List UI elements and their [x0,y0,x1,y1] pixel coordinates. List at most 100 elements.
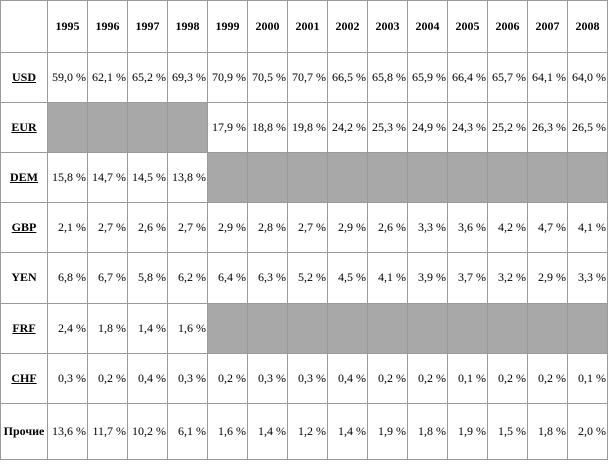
share-value: 6,2 % [167,252,208,304]
share-value: 1,2 % [287,402,328,461]
year-header: 2008 [567,0,608,53]
share-value: 62,1 % [87,51,128,104]
empty-cell [407,152,448,204]
share-value: 14,5 % [127,152,168,204]
share-value: 2,9 % [207,202,248,254]
share-value: 0,4 % [127,352,168,404]
year-header: 1999 [207,0,248,53]
empty-cell [247,152,288,204]
share-value: 0,2 % [207,352,248,404]
empty-cell [207,152,248,204]
share-value: 2,6 % [127,202,168,254]
share-value: 1,8 % [527,402,568,461]
share-value: 1,6 % [167,302,208,354]
share-value: 3,3 % [407,202,448,254]
empty-cell [567,302,608,354]
share-value: 10,2 % [127,402,168,461]
share-value: 0,3 % [167,352,208,404]
share-value: 14,7 % [87,152,128,204]
share-value: 6,8 % [47,252,88,304]
empty-cell [527,302,568,354]
share-value: 19,8 % [287,102,328,154]
share-value: 2,8 % [247,202,288,254]
share-value: 0,3 % [247,352,288,404]
year-header: 1995 [47,0,88,53]
currency-label-text: USD [11,70,36,85]
share-value: 2,0 % [567,402,608,461]
year-header: 2001 [287,0,328,53]
currency-label-text: DEM [10,170,38,185]
empty-cell [567,152,608,204]
share-value: 0,2 % [367,352,408,404]
empty-cell [247,302,288,354]
currency-label[interactable]: FRF [0,302,48,354]
share-value: 3,2 % [487,252,528,304]
currency-label: YEN [0,252,48,304]
year-header: 1997 [127,0,168,53]
share-value: 6,1 % [167,402,208,461]
share-value: 4,7 % [527,202,568,254]
share-value: 1,8 % [407,402,448,461]
share-value: 1,4 % [247,402,288,461]
currency-label: Прочие [0,402,48,461]
share-value: 2,7 % [167,202,208,254]
year-header: 2005 [447,0,488,53]
share-value: 13,6 % [47,402,88,461]
empty-cell [327,152,368,204]
share-value: 2,6 % [367,202,408,254]
corner-cell [0,0,48,53]
empty-cell [87,102,128,154]
empty-cell [487,152,528,204]
year-header: 2006 [487,0,528,53]
currency-label-text: Прочие [3,423,45,438]
empty-cell [367,152,408,204]
share-value: 1,4 % [127,302,168,354]
table-row: Прочие 13,6 % 11,7 % 10,2 % 6,1 % 1,6 % 1,4 % 1… [0,402,608,461]
share-value: 65,7 % [487,51,528,104]
year-header: 1998 [167,0,208,53]
share-value: 0,3 % [287,352,328,404]
share-value: 69,3 % [167,51,208,104]
share-value: 13,8 % [167,152,208,204]
empty-cell [207,302,248,354]
share-value: 3,9 % [407,252,448,304]
table-row: DEM 15,8 % 14,7 % 14,5 % 13,8 % [0,152,608,204]
share-value: 65,8 % [367,51,408,104]
share-value: 2,9 % [327,202,368,254]
share-value: 26,5 % [567,102,608,154]
share-value: 5,8 % [127,252,168,304]
year-header: 2004 [407,0,448,53]
empty-cell [327,302,368,354]
currency-label[interactable]: GBP [0,202,48,254]
currency-label[interactable]: USD [0,51,48,104]
share-value: 5,2 % [287,252,328,304]
currency-label[interactable]: EUR [0,102,48,154]
empty-cell [447,302,488,354]
share-value: 2,7 % [87,202,128,254]
share-value: 4,1 % [567,202,608,254]
currency-label-text: GBP [11,220,37,235]
empty-cell [287,302,328,354]
share-value: 26,3 % [527,102,568,154]
header-row: 1995 1996 1997 1998 1999 2000 2001 2002 2003 2004… [0,0,608,53]
currency-label[interactable]: DEM [0,152,48,204]
share-value: 18,8 % [247,102,288,154]
table-row: GBP 2,1 % 2,7 % 2,6 % 2,7 % 2,9 % 2,8 % 2,7 % 2,… [0,202,608,254]
currency-label-text: CHF [11,370,37,385]
share-value: 17,9 % [207,102,248,154]
share-value: 11,7 % [87,402,128,461]
year-header: 1996 [87,0,128,53]
share-value: 24,2 % [327,102,368,154]
currency-label-text: EUR [11,120,37,135]
currency-label[interactable]: CHF [0,352,48,404]
table-row: USD 59,0 % 62,1 % 65,2 % 69,3 % 70,9 % 70,5 % 7… [0,51,608,104]
share-value: 6,7 % [87,252,128,304]
share-value: 25,3 % [367,102,408,154]
empty-cell [287,152,328,204]
empty-cell [487,302,528,354]
share-value: 3,3 % [567,252,608,304]
share-value: 0,2 % [407,352,448,404]
share-value: 4,2 % [487,202,528,254]
empty-cell [407,302,448,354]
